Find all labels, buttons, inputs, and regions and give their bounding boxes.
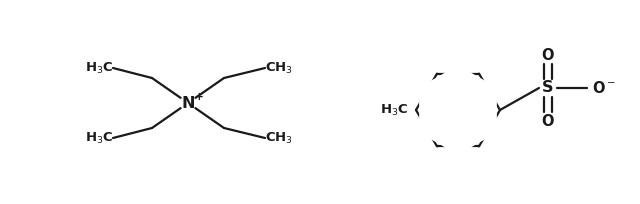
Text: CH$_3$: CH$_3$	[265, 60, 293, 75]
Text: H$_3$C: H$_3$C	[380, 102, 408, 118]
Polygon shape	[428, 75, 488, 145]
Text: H$_3$C: H$_3$C	[84, 130, 113, 145]
Text: O: O	[541, 113, 554, 129]
Text: CH$_3$: CH$_3$	[265, 130, 293, 145]
Polygon shape	[422, 68, 494, 152]
Text: N: N	[181, 95, 195, 111]
Text: O: O	[541, 48, 554, 62]
Text: H$_3$C: H$_3$C	[84, 60, 113, 75]
Text: S: S	[542, 81, 554, 95]
Text: O$^-$: O$^-$	[592, 80, 616, 96]
Text: +: +	[195, 92, 204, 102]
